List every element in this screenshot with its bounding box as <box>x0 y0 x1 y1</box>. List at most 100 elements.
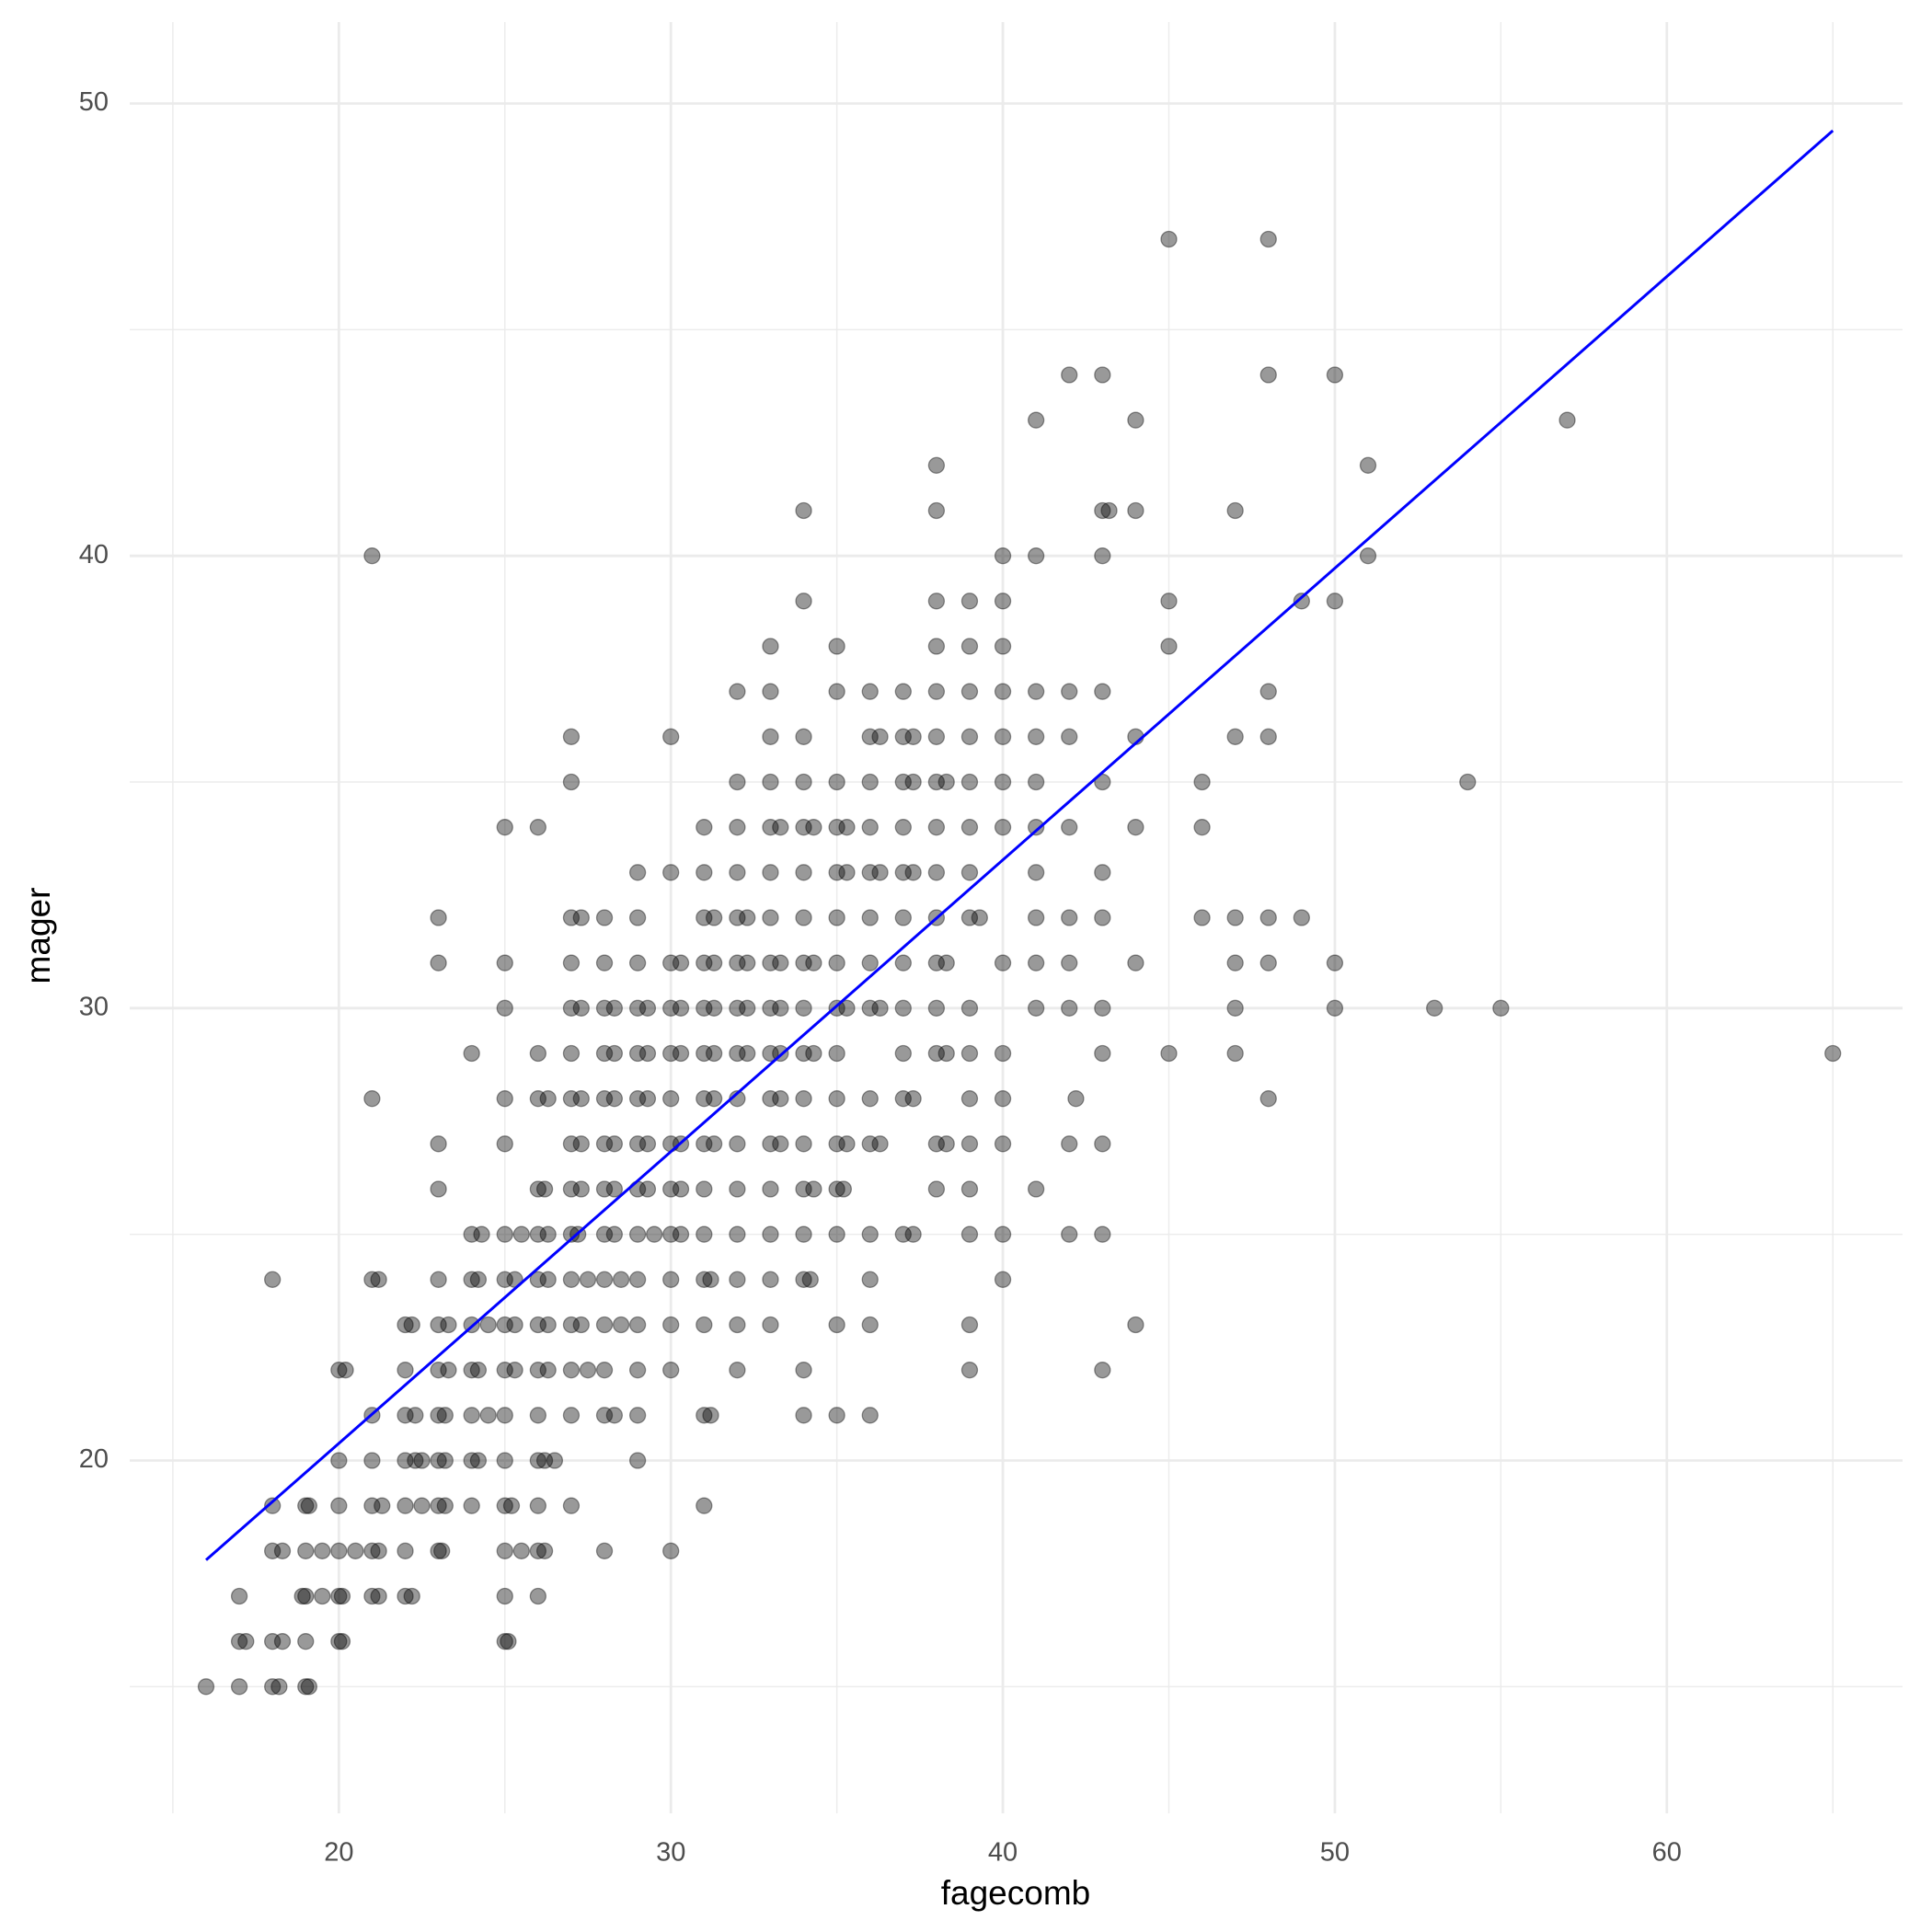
point <box>937 954 955 972</box>
point <box>828 954 845 972</box>
point <box>994 954 1012 972</box>
point <box>1067 1090 1085 1108</box>
point <box>403 1587 420 1605</box>
point <box>762 954 779 972</box>
point <box>1127 819 1144 836</box>
point <box>937 773 955 791</box>
point <box>529 1542 547 1559</box>
point <box>894 954 912 972</box>
point <box>273 1542 292 1559</box>
point <box>463 1497 480 1514</box>
point <box>572 909 590 926</box>
point <box>397 1407 414 1424</box>
point <box>270 1678 288 1696</box>
point <box>672 1225 690 1243</box>
point <box>1558 411 1576 429</box>
point <box>762 909 779 926</box>
point <box>729 864 746 881</box>
point <box>927 728 946 745</box>
point <box>1293 592 1310 610</box>
point <box>795 1407 812 1424</box>
point <box>696 909 713 926</box>
point <box>1259 1090 1277 1108</box>
point <box>1028 864 1045 881</box>
point <box>1326 999 1344 1017</box>
point <box>562 999 581 1017</box>
point <box>1226 909 1244 926</box>
point <box>729 773 746 791</box>
point <box>1259 728 1277 745</box>
point <box>795 909 812 926</box>
point <box>672 1044 690 1063</box>
point <box>894 999 912 1017</box>
point <box>230 1587 248 1605</box>
point <box>795 1362 812 1379</box>
point <box>1259 954 1277 972</box>
point <box>927 501 946 520</box>
point <box>1094 547 1111 565</box>
point <box>413 1452 431 1469</box>
point <box>762 728 779 745</box>
x-tick-label: 60 <box>1652 1838 1682 1868</box>
point <box>834 1180 853 1198</box>
point <box>927 456 946 474</box>
point <box>739 999 756 1017</box>
point <box>805 819 822 836</box>
point <box>529 1587 547 1605</box>
point <box>237 1633 255 1650</box>
point <box>264 1542 282 1559</box>
point <box>1028 819 1045 836</box>
point <box>264 1271 282 1288</box>
point <box>469 1452 488 1469</box>
point <box>297 1633 315 1650</box>
point <box>370 1587 387 1605</box>
point <box>705 954 723 972</box>
point <box>762 999 779 1017</box>
point <box>1094 1225 1111 1243</box>
point <box>403 1316 420 1334</box>
point <box>512 1542 530 1559</box>
point <box>1061 1225 1078 1243</box>
point <box>772 1090 789 1108</box>
point <box>894 864 912 881</box>
point <box>705 999 723 1017</box>
point <box>433 1542 451 1559</box>
point <box>729 1316 746 1334</box>
point <box>662 1180 680 1198</box>
point <box>861 999 879 1017</box>
point <box>333 1587 351 1605</box>
point <box>1226 999 1244 1017</box>
point <box>595 1542 614 1559</box>
point <box>397 1497 414 1514</box>
point <box>529 1407 547 1424</box>
point <box>646 1225 663 1243</box>
point <box>512 1225 530 1243</box>
point <box>696 864 713 881</box>
point <box>430 1362 447 1379</box>
point <box>1094 1135 1111 1153</box>
point <box>605 1090 624 1108</box>
point <box>628 864 647 881</box>
point <box>861 864 879 881</box>
point <box>937 1044 955 1063</box>
point <box>994 1090 1012 1108</box>
point <box>612 1316 630 1334</box>
point <box>1028 728 1045 745</box>
point <box>595 999 614 1017</box>
point <box>605 1044 624 1063</box>
point <box>330 1587 348 1605</box>
point <box>772 954 789 972</box>
point <box>496 1135 513 1153</box>
point <box>1028 909 1045 926</box>
point <box>861 1407 879 1424</box>
point <box>562 1044 581 1063</box>
point <box>397 1362 414 1379</box>
point <box>795 1271 812 1288</box>
point <box>662 999 680 1017</box>
point <box>1193 909 1211 926</box>
point <box>1160 1044 1178 1063</box>
point <box>370 1542 387 1559</box>
point <box>363 1587 381 1605</box>
point <box>539 1362 557 1379</box>
point <box>529 1497 547 1514</box>
